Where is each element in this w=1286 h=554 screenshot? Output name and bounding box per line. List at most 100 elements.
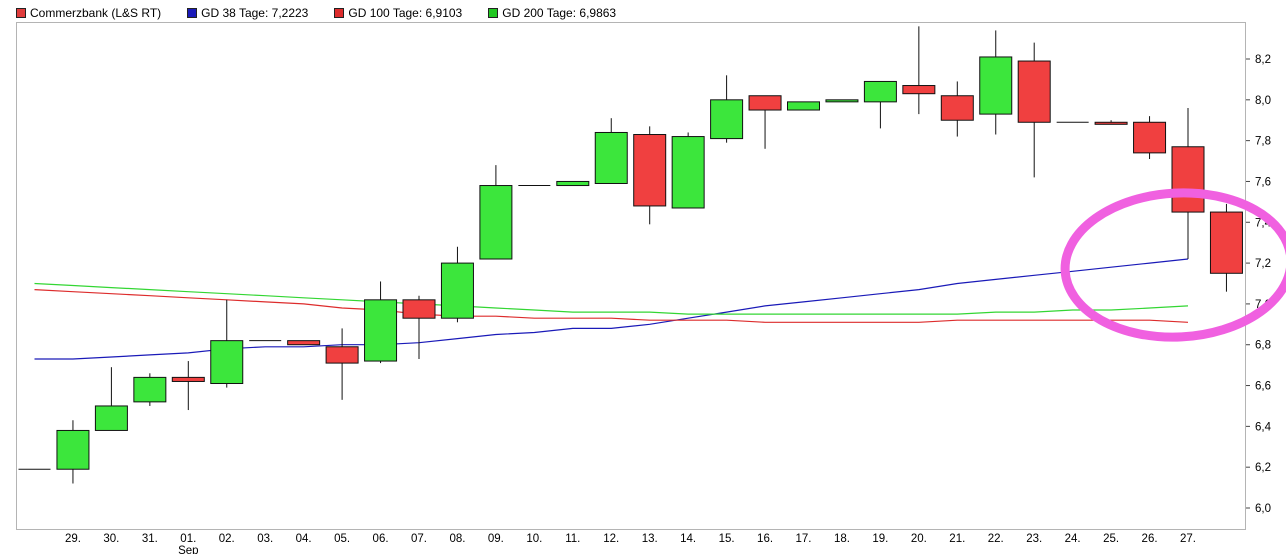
y-tick-label: 7,2 [1255, 258, 1271, 270]
x-tick-label: 30. [103, 533, 119, 545]
x-tick-label: 04. [296, 533, 312, 545]
candle-body [940, 95, 974, 121]
x-tick-label: 08. [449, 533, 465, 545]
y-tick-label: 6,6 [1255, 381, 1271, 393]
annotation-layer [1060, 188, 1286, 342]
candle-body [556, 180, 590, 187]
candle [440, 246, 474, 323]
candle-body [902, 85, 936, 95]
candles [18, 26, 1243, 484]
x-tick-label: 02. [219, 533, 235, 545]
x-tick-label: 27. [1180, 533, 1196, 545]
x-tick-label: 19. [872, 533, 888, 545]
x-tick-label: 25. [1103, 533, 1119, 545]
y-tick-label: 8,2 [1255, 54, 1271, 66]
legend-swatch-ma200 [488, 8, 499, 18]
y-tick-label: 6,0 [1255, 503, 1271, 515]
legend-swatch-main [16, 8, 26, 18]
candle-body [710, 99, 744, 140]
candle-body [825, 99, 859, 103]
x-tick-label: 07. [411, 533, 427, 545]
plot-border [16, 22, 1246, 530]
x-axis: 29. 30. 31. 01.Sep 02. 03. 04. 05. 06. 07. 08. 09. 1… [65, 533, 1196, 554]
x-tick-label: 18. [834, 533, 850, 545]
x-tick-label: 01. [180, 533, 196, 545]
candle-body [479, 185, 513, 260]
x-tick-label: 31. [142, 533, 158, 545]
legend-item-main: Commerzbank (L&S RT) [16, 6, 161, 20]
candle [710, 75, 744, 143]
candle [287, 340, 321, 346]
candle [556, 180, 590, 187]
x-tick-label: 10. [526, 533, 542, 545]
legend-item-ma100: GD 100 Tage: 6,9103 [334, 6, 462, 20]
legend-label-ma38: GD 38 Tage: 7,2223 [201, 6, 309, 20]
y-axis: 6,06,26,46,66,87,07,27,47,67,88,08,2 [1246, 54, 1272, 515]
candle-body [325, 346, 359, 364]
y-tick-label: 7,8 [1255, 136, 1271, 148]
candle [633, 126, 667, 225]
candle [402, 295, 436, 360]
legend-swatch-ma100 [334, 8, 345, 18]
candle [94, 367, 128, 431]
x-tick-label: 16. [757, 533, 773, 545]
candle [940, 81, 974, 137]
x-tick-label: 09. [488, 533, 504, 545]
candle [787, 101, 820, 111]
x-tick-label: 06. [373, 533, 389, 545]
candle-body [748, 95, 782, 111]
x-tick-label: 23. [1026, 533, 1042, 545]
y-tick-label: 6,8 [1255, 340, 1271, 352]
candle-body [171, 376, 205, 382]
candle [56, 420, 90, 484]
x-tick-label: 03. [257, 533, 273, 545]
candle [364, 281, 398, 364]
candle [133, 373, 167, 406]
x-tick-label: 05. [334, 533, 350, 545]
candle-body [863, 80, 897, 103]
x-month-label: Sep [178, 545, 198, 554]
candle [1094, 120, 1128, 125]
x-tick-label: 22. [988, 533, 1004, 545]
candle-body [787, 101, 820, 111]
candle-body [979, 56, 1013, 115]
candle-body [364, 299, 398, 362]
x-tick-label: 13. [642, 533, 658, 545]
legend-label-ma200: GD 200 Tage: 6,9863 [502, 6, 617, 20]
candle-body [633, 134, 667, 207]
legend-item-ma38: GD 38 Tage: 7,2223 [187, 6, 308, 20]
ma200-line [34, 282, 1189, 315]
x-tick-label: 17. [796, 533, 812, 545]
candle-body [1209, 211, 1243, 274]
candle [825, 99, 859, 103]
x-tick-label: 29. [65, 533, 81, 545]
candle [748, 95, 782, 149]
x-tick-label: 11. [565, 533, 580, 545]
y-tick-label: 8,0 [1255, 95, 1271, 107]
y-tick-label: 7,6 [1255, 176, 1271, 188]
candle [1017, 42, 1051, 178]
candle-body [402, 299, 436, 319]
candle [671, 132, 705, 209]
chart-legend: Commerzbank (L&S RT) GD 38 Tage: 7,2223 … [16, 5, 642, 21]
x-tick-label: 12. [603, 533, 619, 545]
candle [902, 26, 936, 115]
x-tick-label: 21. [949, 533, 965, 545]
y-tick-label: 6,4 [1255, 421, 1272, 433]
y-tick-label: 6,2 [1255, 462, 1271, 474]
candle [325, 328, 359, 400]
ma100-line [34, 289, 1189, 323]
candle-body [210, 340, 244, 385]
candle [594, 118, 628, 184]
candle [210, 299, 244, 388]
candle-body [133, 376, 167, 403]
x-tick-label: 15. [719, 533, 735, 545]
candle-body [1171, 146, 1205, 213]
x-tick-label: 24. [1065, 533, 1081, 545]
candle [479, 165, 513, 260]
candle-body [287, 340, 321, 346]
x-tick-label: 26. [1142, 533, 1158, 545]
legend-label-ma100: GD 100 Tage: 6,9103 [348, 6, 463, 20]
x-tick-label: 14. [680, 533, 696, 545]
